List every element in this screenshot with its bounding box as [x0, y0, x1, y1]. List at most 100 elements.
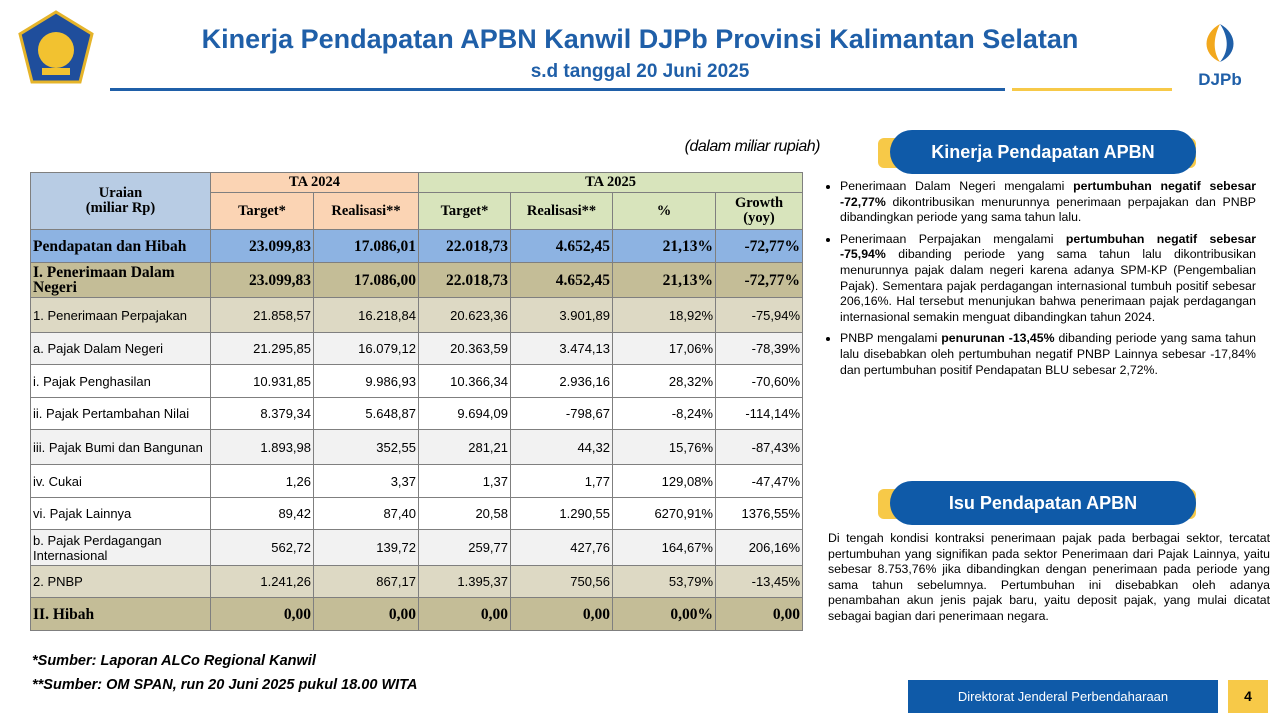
value-cell: 1,77: [510, 464, 613, 498]
value-cell: -8,24%: [612, 397, 716, 430]
value-cell: 6270,91%: [612, 497, 716, 530]
value-cell: 4.652,45: [510, 262, 613, 298]
row-label: iii. Pajak Bumi dan Bangunan: [30, 429, 211, 465]
row-label: iv. Cukai: [30, 464, 211, 498]
value-cell: 206,16%: [714, 529, 804, 566]
value-cell: 1,26: [210, 464, 314, 498]
value-cell: 21,13%: [612, 262, 716, 298]
value-cell: 1376,55%: [714, 497, 804, 530]
table-row: b. Pajak Perdagangan Internasional 562,72…: [30, 529, 804, 566]
section-heading: Kinerja Pendapatan APBN: [890, 130, 1196, 174]
table-row: Pendapatan dan Hibah 23.099,83 17.086,01 22…: [30, 229, 804, 263]
row-label: 2. PNBP: [30, 565, 211, 598]
bullet-text: pertumbuhan negatif sebesar -72,77%: [840, 179, 1256, 209]
footnote: **Sumber: OM SPAN, run 20 Juni 2025 puku…: [32, 677, 418, 693]
row-label: b. Pajak Perdagangan Internasional: [30, 529, 211, 566]
value-cell: 21.295,85: [210, 332, 314, 365]
bullet-text: dibanding periode yang sama tahun lalu d…: [840, 331, 1257, 377]
bullet: Penerimaan Perpajakan mengalami pertumbu…: [840, 232, 1256, 326]
header-row: Uraian (miliar Rp) TA 2024 TA 2025: [30, 172, 804, 230]
value-cell: 17,06%: [612, 332, 716, 365]
value-cell: 15,76%: [612, 429, 716, 465]
value-cell: 0,00: [510, 597, 613, 631]
value-cell: 17.086,01: [313, 229, 419, 263]
rule: [1012, 88, 1172, 91]
value-cell: 867,17: [313, 565, 419, 598]
value-cell: 23.099,83: [210, 262, 314, 298]
value-cell: 281,21: [418, 429, 511, 465]
header-text: Uraian: [98, 185, 143, 201]
value-cell: 9.986,93: [313, 364, 419, 398]
value-cell: 0,00: [313, 597, 419, 631]
table-row: 2. PNBP 1.241,26 867,17 1.395,37 750,56 53,79…: [30, 565, 804, 598]
value-cell: -78,39%: [714, 332, 804, 365]
value-cell: 10.931,85: [210, 364, 314, 398]
value-cell: 20.363,59: [418, 332, 511, 365]
value-cell: 1.241,26: [210, 565, 314, 598]
value-cell: 21,13%: [612, 229, 716, 263]
value-cell: 129,08%: [612, 464, 716, 498]
value-cell: 139,72: [313, 529, 419, 566]
subtitle: s.d tanggal 20 Juni 2025: [530, 61, 750, 82]
kemenkeu-logo: [18, 10, 94, 84]
value-cell: 9.694,09: [418, 397, 511, 430]
value-cell: 750,56: [510, 565, 613, 598]
footer-org: Direktorat Jenderal Perbendaharaan: [908, 680, 1218, 713]
column-header: %: [612, 192, 716, 230]
value-cell: 1.290,55: [510, 497, 613, 530]
value-cell: 3.901,89: [510, 297, 613, 333]
value-cell: 22.018,73: [418, 229, 511, 263]
table-row: ii. Pajak Pertambahan Nilai 8.379,34 5.648…: [30, 397, 804, 430]
header-cell: Uraian (miliar Rp): [30, 172, 211, 230]
value-cell: -13,45%: [714, 565, 804, 598]
table-row: 1. Penerimaan Perpajakan 21.858,57 16.218,…: [30, 297, 804, 333]
value-cell: 89,42: [210, 497, 314, 530]
value-cell: -72,77%: [714, 262, 804, 298]
value-cell: 259,77: [418, 529, 511, 566]
header-row: Target* Realisasi** Target* Realisasi**% Gro…: [31, 192, 804, 230]
rule: [110, 88, 1005, 91]
table-row: II. Hibah 0,00 0,00 0,00 0,00 0,00% 0,00: [30, 597, 804, 631]
djpb-logo: [1206, 24, 1234, 62]
bullet-list: Penerimaan Dalam Negeri mengalami pertum…: [822, 179, 1256, 384]
value-cell: 1,37: [418, 464, 511, 498]
bullet-text: PNBP mengalami: [840, 331, 942, 346]
value-cell: -87,43%: [714, 429, 804, 465]
value-cell: 0,00: [714, 597, 804, 631]
row-label: I. Penerimaan Dalam Negeri: [30, 262, 211, 298]
value-cell: 16.218,84: [313, 297, 419, 333]
bullet-text: dikontribusikan menurunnya penerimaan pe…: [840, 194, 1256, 225]
paragraph: Di tengah kondisi kontraksi penerimaan p…: [828, 531, 1270, 623]
value-cell: 5.648,87: [313, 397, 419, 430]
bullet: PNBP mengalami penurunan -13,45% dibandi…: [840, 331, 1256, 378]
row-label: Pendapatan dan Hibah: [30, 229, 211, 263]
value-cell: -47,47%: [714, 464, 804, 498]
row-label: ii. Pajak Pertambahan Nilai: [30, 397, 211, 430]
section-heading: Isu Pendapatan APBN: [890, 481, 1196, 525]
table-row: iv. Cukai 1,26 3,37 1,37 1,77 129,08% -47,47%: [30, 464, 804, 498]
logo-text: DJPb: [1198, 70, 1242, 89]
value-cell: 3,37: [313, 464, 419, 498]
value-cell: -70,60%: [714, 364, 804, 398]
value-cell: 22.018,73: [418, 262, 511, 298]
value-cell: 21.858,57: [210, 297, 314, 333]
value-cell: 2.936,16: [510, 364, 613, 398]
value-cell: 20,58: [418, 497, 511, 530]
value-cell: 0,00: [418, 597, 511, 631]
column-header: Growth (yoy): [714, 192, 804, 230]
title: Kinerja Pendapatan APBN Kanwil DJPb Prov…: [201, 24, 1079, 54]
page-number: 4: [1228, 680, 1268, 713]
value-cell: -798,67: [510, 397, 613, 430]
row-label: 1. Penerimaan Perpajakan: [30, 297, 211, 333]
value-cell: 0,00: [210, 597, 314, 631]
value-cell: 3.474,13: [510, 332, 613, 365]
table-row: vi. Pajak Lainnya 89,42 87,40 20,58 1.290,55…: [30, 497, 804, 530]
unit-note: (dalam miliar rupiah): [684, 138, 821, 155]
value-cell: 164,67%: [612, 529, 716, 566]
column-header: Target*: [210, 192, 314, 230]
data-table: Uraian (miliar Rp) TA 2024 TA 2025 Target* Re…: [30, 172, 804, 631]
value-cell: 44,32: [510, 429, 613, 465]
bullet-text: pertumbuhan negatif sebesar -75,94%: [840, 231, 1256, 262]
table-row: I. Penerimaan Dalam Negeri 23.099,83 17.08…: [30, 262, 804, 298]
